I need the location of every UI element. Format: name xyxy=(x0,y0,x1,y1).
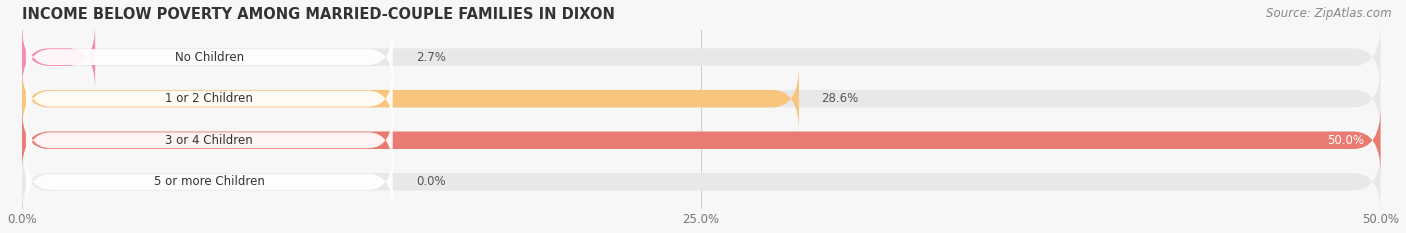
Text: 0.0%: 0.0% xyxy=(416,175,446,188)
Text: 2.7%: 2.7% xyxy=(416,51,446,64)
Text: Source: ZipAtlas.com: Source: ZipAtlas.com xyxy=(1267,7,1392,20)
Text: INCOME BELOW POVERTY AMONG MARRIED-COUPLE FAMILIES IN DIXON: INCOME BELOW POVERTY AMONG MARRIED-COUPL… xyxy=(21,7,614,22)
FancyBboxPatch shape xyxy=(21,107,1381,173)
FancyBboxPatch shape xyxy=(21,66,799,132)
FancyBboxPatch shape xyxy=(21,66,1381,132)
Text: 3 or 4 Children: 3 or 4 Children xyxy=(166,134,253,147)
FancyBboxPatch shape xyxy=(21,24,1381,90)
Text: 28.6%: 28.6% xyxy=(821,92,858,105)
Text: 1 or 2 Children: 1 or 2 Children xyxy=(166,92,253,105)
Text: No Children: No Children xyxy=(174,51,243,64)
FancyBboxPatch shape xyxy=(25,27,392,87)
Text: 5 or more Children: 5 or more Children xyxy=(153,175,264,188)
FancyBboxPatch shape xyxy=(25,69,392,128)
FancyBboxPatch shape xyxy=(25,152,392,211)
FancyBboxPatch shape xyxy=(21,149,1381,215)
Text: 50.0%: 50.0% xyxy=(1327,134,1364,147)
FancyBboxPatch shape xyxy=(21,24,96,90)
FancyBboxPatch shape xyxy=(21,107,1381,173)
FancyBboxPatch shape xyxy=(25,111,392,170)
